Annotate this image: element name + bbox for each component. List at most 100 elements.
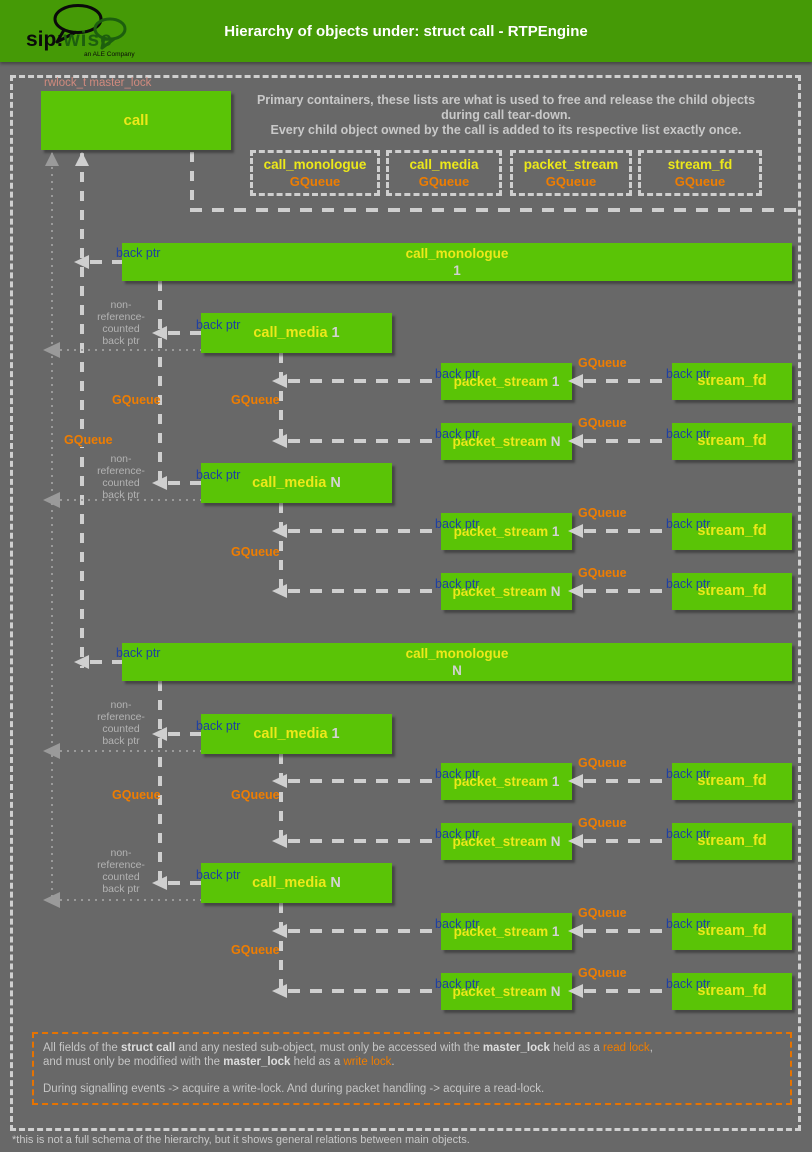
non-ref-label-line: non-	[110, 699, 132, 711]
box-title: call_media	[253, 725, 328, 742]
back-ptr-label: back ptr	[666, 367, 711, 381]
back-ptr-label: back ptr	[435, 827, 480, 841]
box-index: N	[452, 663, 462, 678]
stream-fd-box: stream_fd	[672, 573, 792, 610]
box-title: packet_stream	[453, 374, 549, 389]
packet-stream-n-box: packet_stream N	[441, 423, 572, 460]
arrow-left-icon	[272, 924, 287, 938]
box-index: 1	[548, 374, 560, 389]
call-monologue-1-box: call_monologue 1	[122, 243, 792, 281]
back-ptr-label: back ptr	[435, 977, 480, 991]
box-index: 1	[548, 924, 560, 939]
stream-fd-box: stream_fd	[672, 823, 792, 860]
box-title: stream_fd	[697, 373, 767, 389]
box-title: call_monologue	[405, 646, 509, 661]
back-ptr-label: back ptr	[435, 917, 480, 931]
dotted-connector-line	[51, 153, 53, 901]
non-ref-label-line: counted	[102, 323, 140, 335]
call-media-1-box: call_media 1	[201, 313, 392, 353]
arrow-left-icon	[568, 584, 583, 598]
dashed-connector-line	[80, 153, 84, 668]
queue-box-call-media: call_media GQueue	[386, 150, 502, 196]
gqueue-label: GQueue	[578, 816, 627, 830]
queue-box-subtitle: GQueue	[289, 174, 341, 189]
gqueue-label: GQueue	[231, 393, 280, 407]
dashed-connector-line	[158, 681, 162, 885]
footnote-text: *this is not a full schema of the hierar…	[12, 1134, 470, 1146]
packet-stream-n-box: packet_stream N	[441, 823, 572, 860]
queue-box-call-monologue: call_monologue GQueue	[250, 150, 380, 196]
arrow-left-icon	[74, 655, 89, 669]
call-media-n-box: call_media N	[201, 463, 392, 503]
queue-box-packet-stream: packet_stream GQueue	[510, 150, 632, 196]
gqueue-label: GQueue	[578, 566, 627, 580]
back-ptr-label: back ptr	[435, 427, 480, 441]
dashed-connector-line	[190, 152, 194, 212]
box-index: N	[547, 584, 561, 599]
box-title: stream_fd	[697, 583, 767, 599]
dashed-connector-line	[168, 481, 201, 485]
non-ref-label-line: reference-	[97, 311, 145, 323]
dashed-connector-line	[584, 839, 672, 843]
arrow-up-icon	[75, 152, 89, 166]
read-lock-text: read lock	[603, 1042, 650, 1054]
non-ref-label-line: non-	[110, 453, 132, 465]
box-title: stream_fd	[697, 923, 767, 939]
gqueue-label: GQueue	[112, 393, 161, 407]
packet-stream-n-box: packet_stream N	[441, 973, 572, 1010]
logo-sip-text: sip:	[26, 28, 64, 51]
diagram-outer-border	[10, 75, 801, 1131]
stream-fd-box: stream_fd	[672, 363, 792, 400]
box-title: stream_fd	[697, 433, 767, 449]
box-index: N	[326, 874, 341, 891]
box-title: packet_stream	[452, 434, 548, 449]
non-ref-label-line: reference-	[97, 859, 145, 871]
gqueue-label: GQueue	[578, 966, 627, 980]
queue-box-subtitle: GQueue	[418, 174, 470, 189]
note-line-2: and must only be modified with the maste…	[43, 1056, 395, 1068]
note-line-3: During signalling events -> acquire a wr…	[43, 1083, 545, 1095]
arrow-left-icon	[272, 834, 287, 848]
back-ptr-label: back ptr	[116, 246, 161, 260]
arrow-left-icon	[272, 774, 287, 788]
dashed-connector-line	[279, 353, 283, 443]
non-ref-label-line: reference-	[97, 465, 145, 477]
back-ptr-label: back ptr	[196, 468, 241, 482]
arrow-left-icon	[43, 743, 60, 759]
box-title: call	[123, 112, 149, 129]
queue-box-title: call_monologue	[263, 157, 367, 172]
packet-stream-1-box: packet_stream 1	[441, 363, 572, 400]
arrow-left-icon	[152, 326, 167, 340]
dotted-connector-line	[60, 750, 201, 752]
dashed-connector-line	[584, 379, 672, 383]
non-ref-label-line: back ptr	[102, 735, 140, 747]
box-index: 1	[327, 324, 340, 341]
arrow-left-icon	[568, 374, 583, 388]
note-line-1: All fields of the struct call and any ne…	[43, 1042, 653, 1054]
intro-line-3: Every child object owned by the call is …	[270, 123, 742, 137]
stream-fd-box: stream_fd	[672, 763, 792, 800]
arrow-left-icon	[272, 984, 287, 998]
packet-stream-1-box: packet_stream 1	[441, 913, 572, 950]
stream-fd-box: stream_fd	[672, 973, 792, 1010]
dashed-connector-line	[158, 281, 162, 485]
dashed-connector-line	[584, 989, 672, 993]
box-title: packet_stream	[453, 524, 549, 539]
arrow-left-icon	[568, 834, 583, 848]
dotted-connector-line	[60, 899, 201, 901]
arrow-left-icon	[568, 434, 583, 448]
dashed-connector-line	[288, 439, 441, 443]
back-ptr-label: back ptr	[196, 868, 241, 882]
non-ref-counted-back-ptr-label: non-reference-counted back ptr	[88, 847, 154, 895]
box-index: N	[547, 984, 561, 999]
arrow-left-icon	[568, 984, 583, 998]
box-title: call_media	[252, 874, 327, 891]
dashed-connector-line	[584, 779, 672, 783]
arrow-left-icon	[272, 434, 287, 448]
box-title: stream_fd	[697, 833, 767, 849]
box-title: stream_fd	[697, 773, 767, 789]
non-ref-label-line: back ptr	[102, 883, 140, 895]
call-media-n-box: call_media N	[201, 863, 392, 903]
back-ptr-label: back ptr	[666, 827, 711, 841]
box-index: N	[547, 434, 561, 449]
